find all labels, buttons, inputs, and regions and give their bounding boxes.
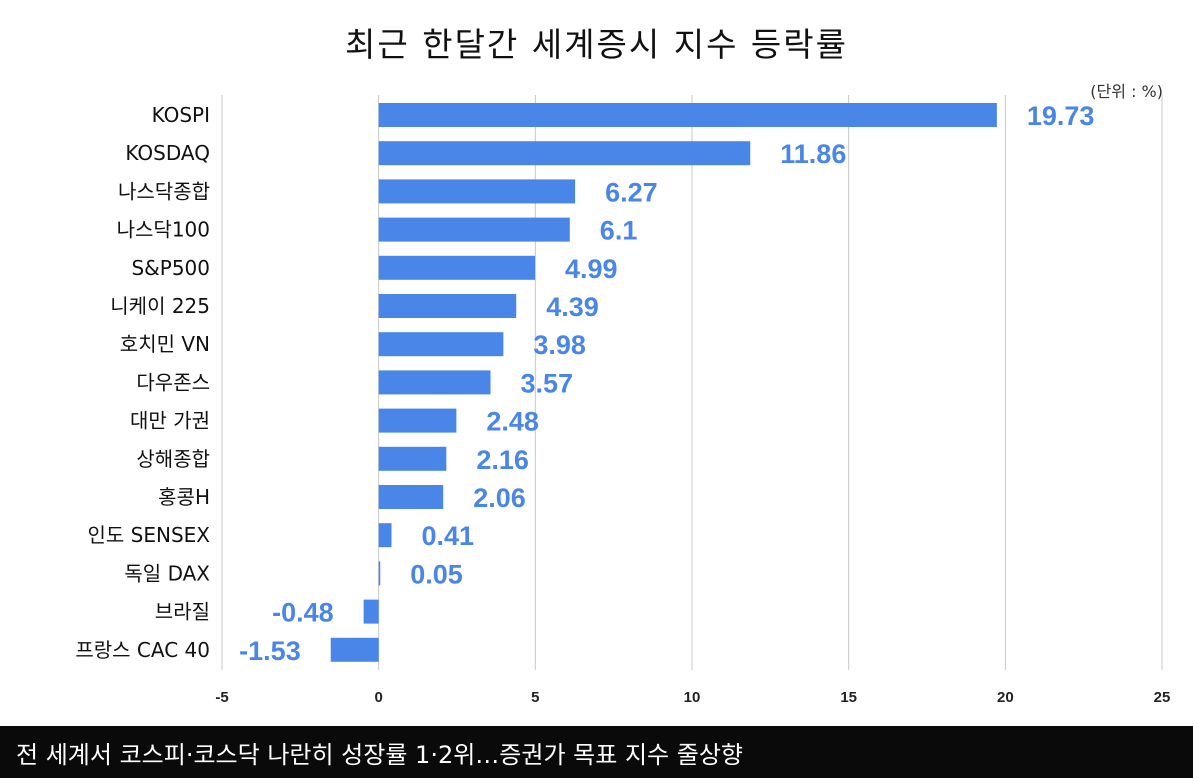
value-label: 2.06 [473, 483, 526, 513]
category-label: 홍콩H [158, 485, 210, 509]
category-label: KOSDAQ [125, 141, 210, 165]
category-label: 대만 가권 [130, 409, 210, 433]
caption-text: 전 세계서 코스피·코스닥 나란히 성장률 1·2위…증권가 목표 지수 줄상향 [16, 741, 743, 769]
value-label: 11.86 [780, 139, 846, 169]
value-label: 3.98 [533, 330, 586, 360]
value-label: 0.05 [410, 559, 463, 589]
x-tick-label: 0 [374, 689, 382, 706]
category-label: 상해종합 [136, 447, 210, 471]
value-label: 4.99 [565, 254, 618, 284]
x-tick-label: -5 [215, 689, 228, 706]
unit-label: (단위 : %) [1090, 82, 1163, 101]
category-label: 나스닥종합 [118, 179, 210, 203]
bar [378, 408, 457, 433]
category-label: 니케이 225 [110, 294, 210, 318]
value-label: 6.1 [600, 216, 638, 246]
value-label: 4.39 [546, 292, 599, 322]
bar [378, 370, 491, 395]
value-label: 19.73 [1027, 101, 1095, 131]
bar [378, 217, 570, 242]
category-label: KOSPI [152, 103, 210, 127]
bar [378, 141, 751, 166]
category-label: 인도 SENSEX [88, 523, 211, 547]
value-label: 6.27 [605, 177, 658, 207]
bar [330, 637, 379, 662]
bar [363, 599, 379, 624]
value-label: 3.57 [521, 368, 574, 398]
value-label: 2.16 [476, 445, 529, 475]
category-label: 독일 DAX [124, 561, 210, 585]
value-label: -1.53 [239, 636, 301, 666]
bar [378, 179, 576, 204]
value-label: 0.41 [422, 521, 475, 551]
x-tick-label: 10 [684, 689, 701, 706]
category-label: 나스닥100 [117, 218, 210, 242]
bar [378, 103, 997, 127]
category-label: 다우존스 [136, 370, 210, 394]
chart-title: 최근 한달간 세계증시 지수 등락률 [345, 25, 848, 64]
bar [378, 523, 392, 548]
bar [378, 332, 504, 357]
x-tick-label: 20 [997, 689, 1014, 706]
bar [378, 485, 444, 509]
category-label: 프랑스 CAC 40 [75, 638, 210, 662]
bar [378, 255, 536, 280]
value-label: -0.48 [272, 598, 334, 628]
x-tick-label: 5 [531, 689, 539, 706]
x-tick-label: 15 [840, 689, 857, 706]
category-label: 호치민 VN [120, 332, 210, 356]
bar [378, 561, 381, 586]
category-label: S&P500 [131, 256, 210, 280]
bar [378, 446, 447, 471]
bar [378, 294, 517, 318]
x-tick-label: 25 [1154, 689, 1171, 706]
bar-chart: -5 0 5 10 15 20 25 KOSPI 19.73 KOSDAQ 11.86 나스닥종합 6.… [75, 95, 1171, 706]
caption-bar: 전 세계서 코스피·코스닥 나란히 성장률 1·2위…증권가 목표 지수 줄상향 [0, 726, 1193, 778]
value-label: 2.48 [486, 407, 539, 437]
category-label: 브라질 [155, 600, 210, 624]
